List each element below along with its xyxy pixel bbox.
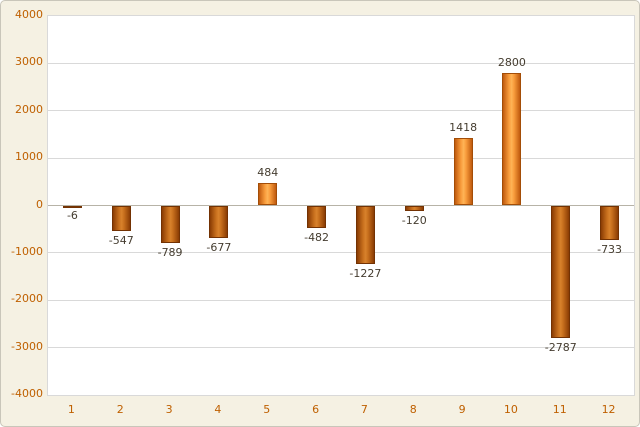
x-axis-tick-label-10: 10 xyxy=(503,403,518,416)
gridline xyxy=(48,347,634,349)
y-axis-tick-label: -2000 xyxy=(11,292,43,306)
y-axis-tick-label: -1000 xyxy=(11,244,43,258)
bar-2 xyxy=(111,205,131,232)
y-axis-tick-label: 3000 xyxy=(15,55,43,69)
data-label-8: -120 xyxy=(401,214,427,228)
data-label-6: -482 xyxy=(304,231,330,245)
gridline xyxy=(48,110,634,112)
zero-gridline xyxy=(48,205,634,206)
y-axis-tick-label: -4000 xyxy=(11,387,43,400)
data-label-9: 1418 xyxy=(449,121,478,135)
data-label-5: 484 xyxy=(257,165,279,179)
x-axis-tick-label-8: 8 xyxy=(409,403,417,416)
bar-1 xyxy=(62,205,82,208)
data-label-3: -789 xyxy=(157,245,183,259)
data-label-2: -547 xyxy=(108,234,134,248)
data-label-4: -677 xyxy=(206,240,232,254)
y-axis-tick-label: -3000 xyxy=(11,339,43,353)
bar-5 xyxy=(258,182,278,206)
gridline xyxy=(48,299,634,301)
data-label-12: -733 xyxy=(597,243,623,257)
x-axis-tick-label-3: 3 xyxy=(165,403,173,416)
x-axis-tick-label-6: 6 xyxy=(312,403,320,416)
x-axis-tick-label-7: 7 xyxy=(360,403,368,416)
plot-area: -6 -547 -789 -677 484 -482 -1227 -120 1418 2800 -2… xyxy=(47,15,635,396)
data-label-11: -2787 xyxy=(544,340,577,354)
gridline xyxy=(48,62,634,64)
bar-11 xyxy=(551,205,571,338)
x-axis-tick-label-9: 9 xyxy=(458,403,466,416)
x-axis-tick-label-11: 11 xyxy=(552,403,567,416)
y-axis-tick-label: 0 xyxy=(36,197,43,211)
bar-3 xyxy=(160,205,180,243)
bar-6 xyxy=(307,205,327,229)
y-axis-tick-label: 1000 xyxy=(15,150,43,164)
x-axis-tick-label-4: 4 xyxy=(214,403,222,416)
bar-8 xyxy=(404,205,424,212)
y-axis-tick-label: 2000 xyxy=(15,102,43,116)
bar-10 xyxy=(502,72,522,206)
x-axis-tick-label-5: 5 xyxy=(263,403,271,416)
data-label-7: -1227 xyxy=(349,266,382,280)
bar-12 xyxy=(600,205,620,241)
x-axis-tick-label-1: 1 xyxy=(67,403,75,416)
x-axis-tick-label-2: 2 xyxy=(116,403,124,416)
bar-9 xyxy=(453,138,473,206)
y-axis-tick-label: 4000 xyxy=(15,8,43,21)
data-label-1: -6 xyxy=(66,208,78,222)
gridline xyxy=(48,252,634,254)
data-label-10: 2800 xyxy=(497,55,526,69)
gridline xyxy=(48,157,634,159)
bar-7 xyxy=(355,205,375,264)
bar-4 xyxy=(209,205,229,238)
x-axis-tick-label-12: 12 xyxy=(601,403,616,416)
